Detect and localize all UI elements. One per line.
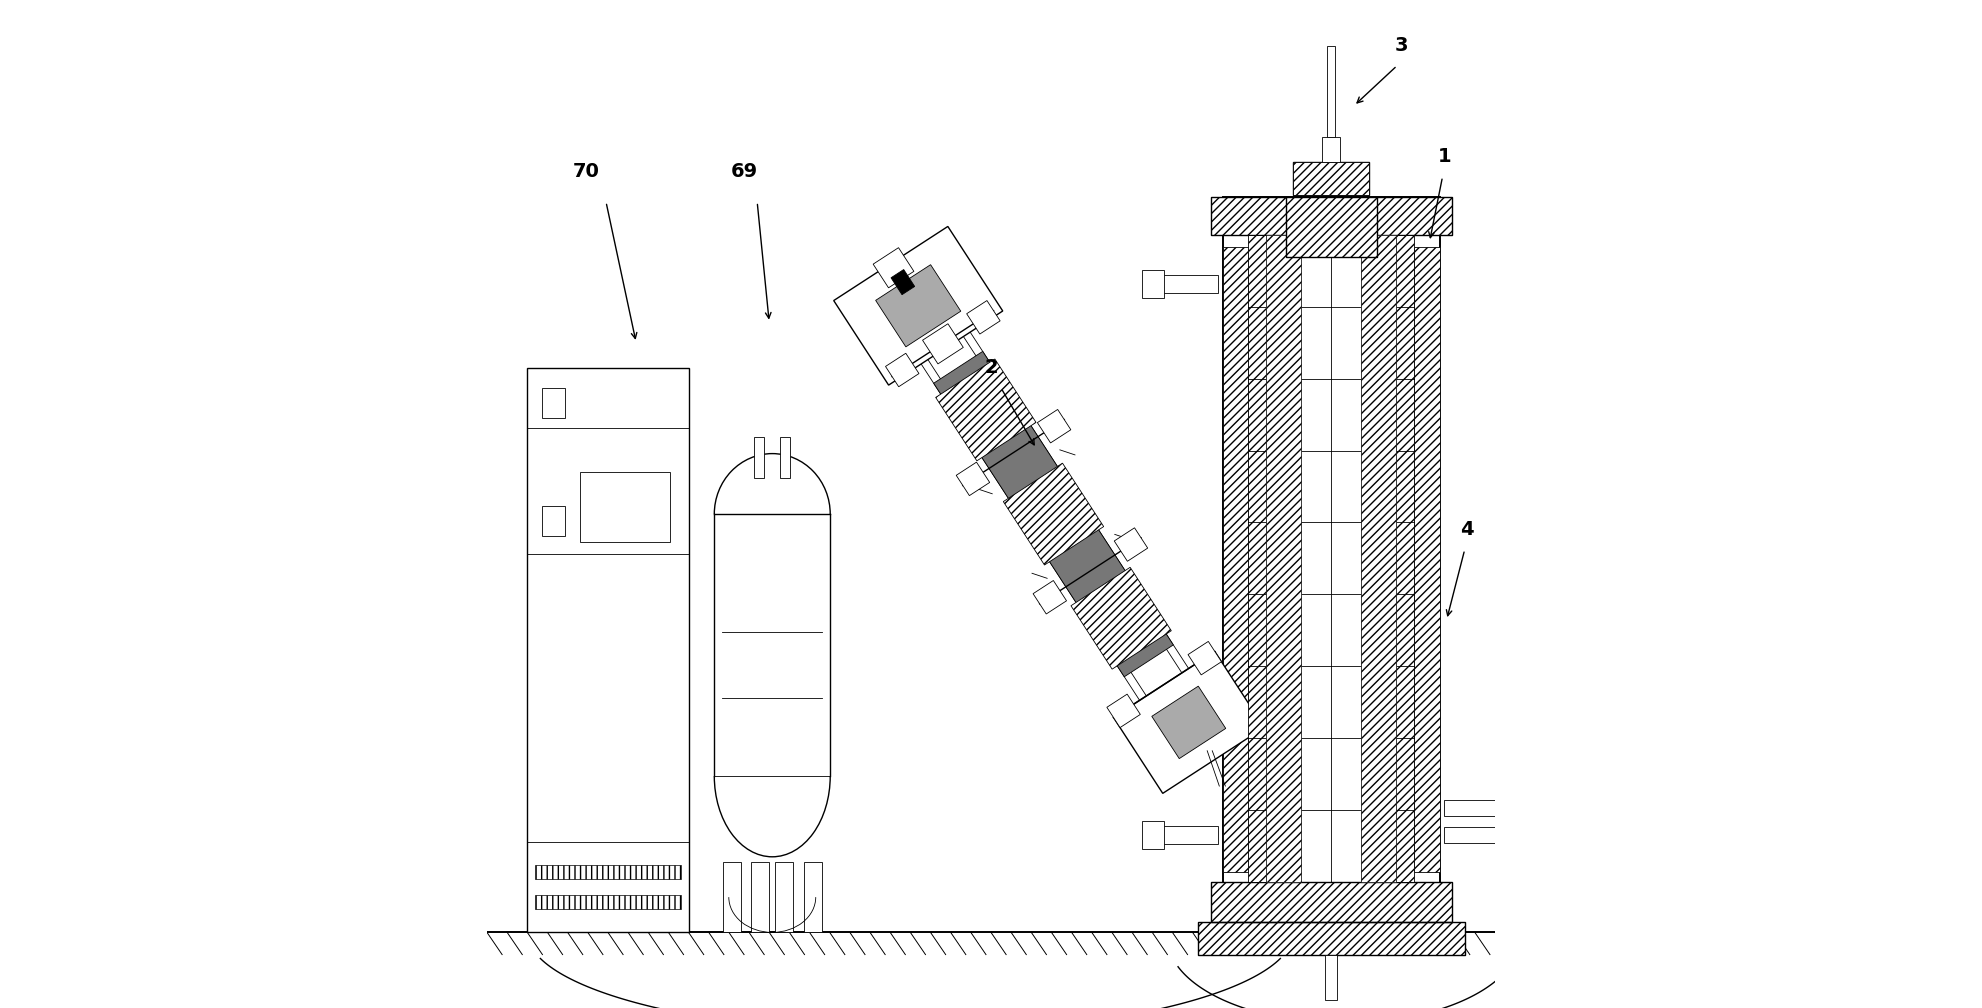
- Bar: [527, 368, 688, 932]
- Text: 70: 70: [573, 162, 599, 180]
- Bar: [1211, 197, 1451, 235]
- Polygon shape: [955, 462, 989, 496]
- Bar: [751, 862, 769, 932]
- Polygon shape: [922, 324, 963, 364]
- Polygon shape: [1037, 409, 1070, 443]
- Text: 2: 2: [985, 359, 997, 377]
- Bar: [1294, 162, 1370, 195]
- Polygon shape: [967, 300, 1001, 334]
- Bar: [1286, 197, 1377, 257]
- Polygon shape: [936, 290, 1213, 711]
- Polygon shape: [892, 269, 914, 294]
- Bar: [1161, 274, 1217, 292]
- Bar: [1443, 827, 1540, 843]
- Bar: [775, 862, 793, 932]
- Bar: [803, 862, 823, 932]
- Bar: [1211, 882, 1451, 922]
- Bar: [753, 437, 765, 478]
- Polygon shape: [1187, 641, 1221, 675]
- Polygon shape: [874, 248, 914, 288]
- Bar: [1415, 247, 1439, 872]
- Bar: [1223, 197, 1439, 922]
- Bar: [581, 472, 670, 542]
- Bar: [1249, 235, 1266, 882]
- Text: 69: 69: [731, 162, 757, 180]
- Polygon shape: [1114, 651, 1265, 793]
- Bar: [1294, 162, 1370, 195]
- Polygon shape: [1114, 528, 1148, 561]
- Bar: [1197, 922, 1465, 955]
- Polygon shape: [1003, 463, 1104, 565]
- Bar: [1142, 822, 1163, 850]
- Bar: [1286, 197, 1377, 257]
- Polygon shape: [1070, 568, 1171, 669]
- Bar: [1161, 827, 1217, 845]
- Text: 1: 1: [1437, 147, 1451, 165]
- Polygon shape: [876, 265, 961, 347]
- Bar: [543, 388, 565, 418]
- Bar: [1328, 46, 1336, 137]
- Bar: [1326, 955, 1338, 1000]
- Bar: [1197, 922, 1465, 955]
- Bar: [1223, 247, 1249, 872]
- Polygon shape: [1106, 695, 1140, 728]
- Bar: [1443, 800, 1540, 816]
- Bar: [535, 895, 680, 909]
- Polygon shape: [934, 352, 1173, 676]
- Bar: [1142, 269, 1163, 297]
- Text: 3: 3: [1395, 36, 1407, 54]
- Polygon shape: [886, 353, 920, 387]
- Bar: [1266, 235, 1300, 882]
- Bar: [1322, 137, 1340, 162]
- Text: 4: 4: [1461, 520, 1473, 538]
- Bar: [1211, 882, 1451, 922]
- Polygon shape: [936, 359, 1037, 461]
- Bar: [1540, 804, 1558, 847]
- Bar: [543, 506, 565, 536]
- Bar: [1395, 235, 1415, 882]
- Bar: [723, 862, 741, 932]
- Polygon shape: [894, 318, 1171, 738]
- Polygon shape: [1033, 581, 1066, 614]
- Bar: [1211, 197, 1451, 235]
- Bar: [1362, 235, 1395, 882]
- Polygon shape: [1152, 686, 1225, 759]
- Polygon shape: [834, 227, 1003, 385]
- Bar: [781, 437, 791, 478]
- Bar: [535, 865, 680, 879]
